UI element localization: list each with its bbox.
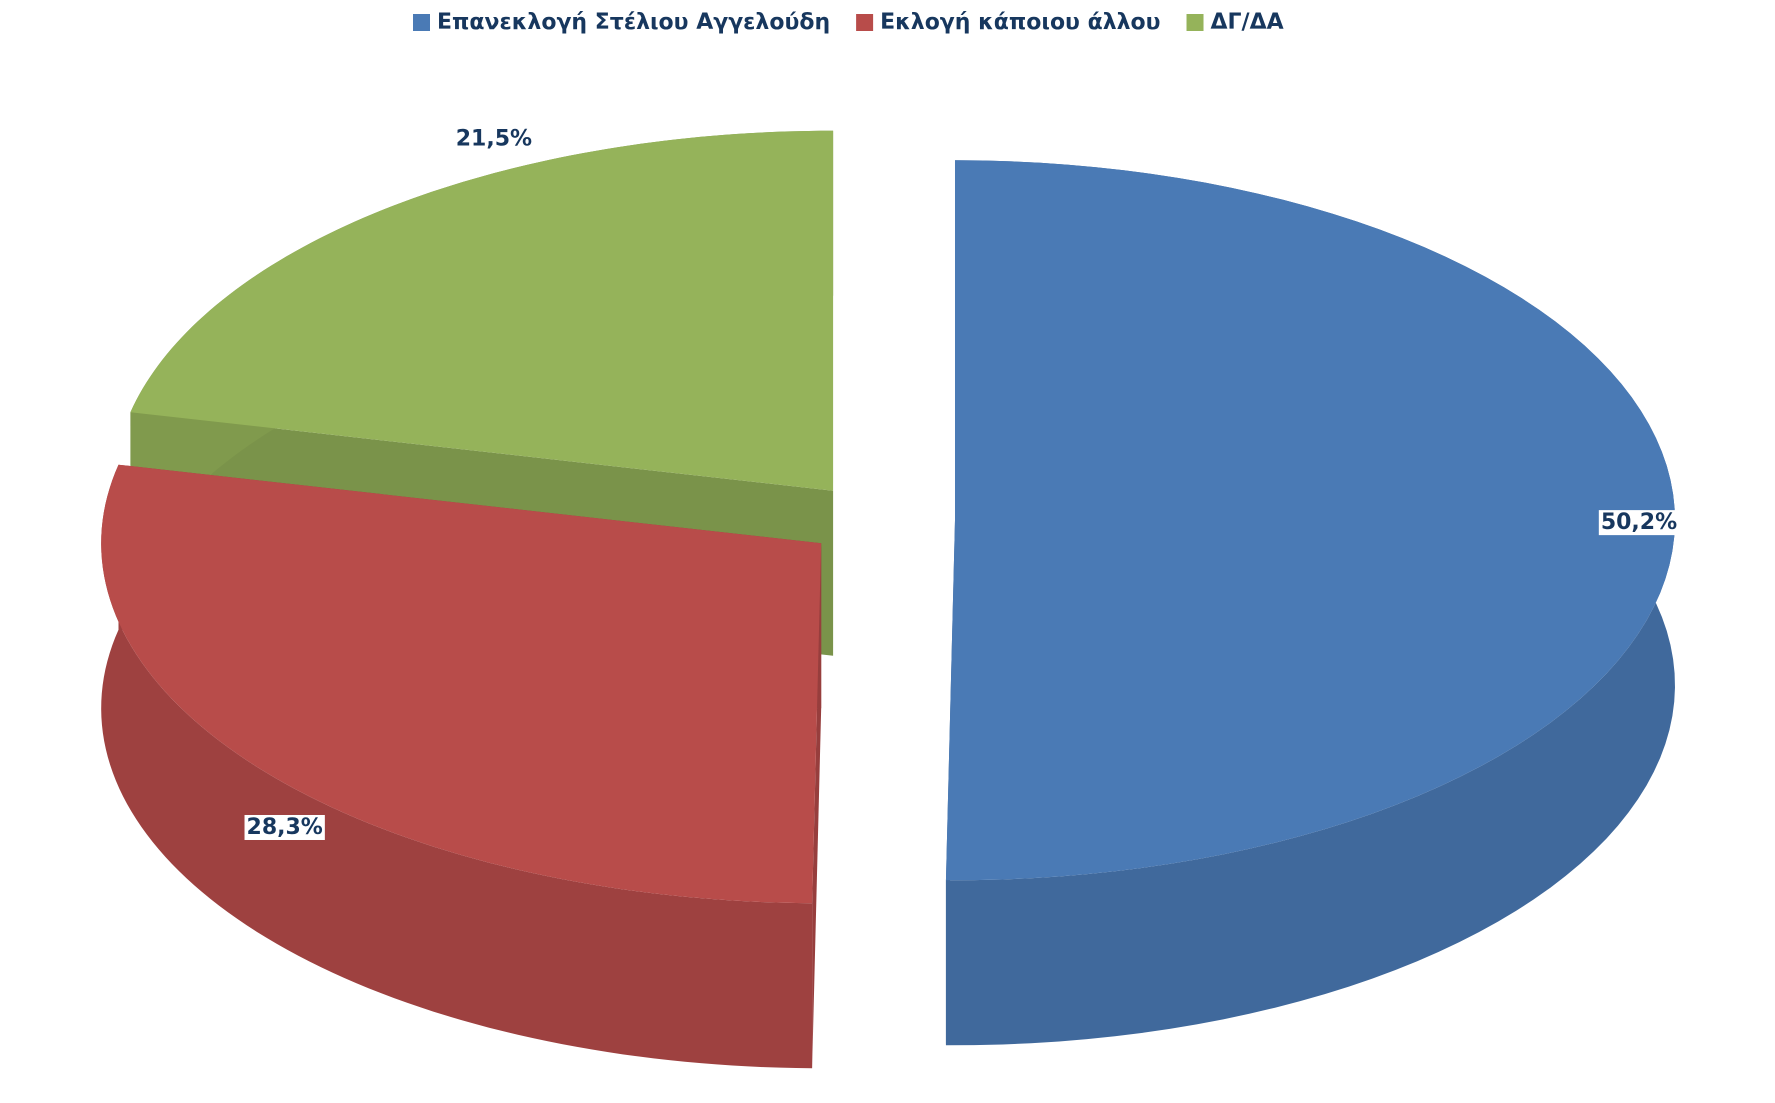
slice xyxy=(101,464,822,1069)
legend-swatch xyxy=(413,14,430,31)
legend-label: ΔΓ/ΔΑ xyxy=(1211,10,1284,35)
data-label: 21,5% xyxy=(456,127,532,152)
legend-label: Εκλογή κάποιου άλλου xyxy=(880,10,1160,35)
legend: Επανεκλογή Στέλιου Αγγελούδη Εκλογή κάποι… xyxy=(413,10,1284,35)
slice xyxy=(130,130,834,491)
slice xyxy=(945,160,1675,881)
legend-label: Επανεκλογή Στέλιου Αγγελούδη xyxy=(437,10,830,35)
slice-side xyxy=(101,464,813,1069)
data-label: 50,2% xyxy=(1601,510,1677,535)
slice xyxy=(945,160,1675,1046)
data-label: 28,3% xyxy=(247,815,323,840)
data-label-bg xyxy=(1598,510,1680,536)
slice xyxy=(101,464,822,904)
legend-swatch xyxy=(856,14,874,31)
data-label-bg xyxy=(244,814,325,840)
legend-swatch xyxy=(1186,14,1204,31)
